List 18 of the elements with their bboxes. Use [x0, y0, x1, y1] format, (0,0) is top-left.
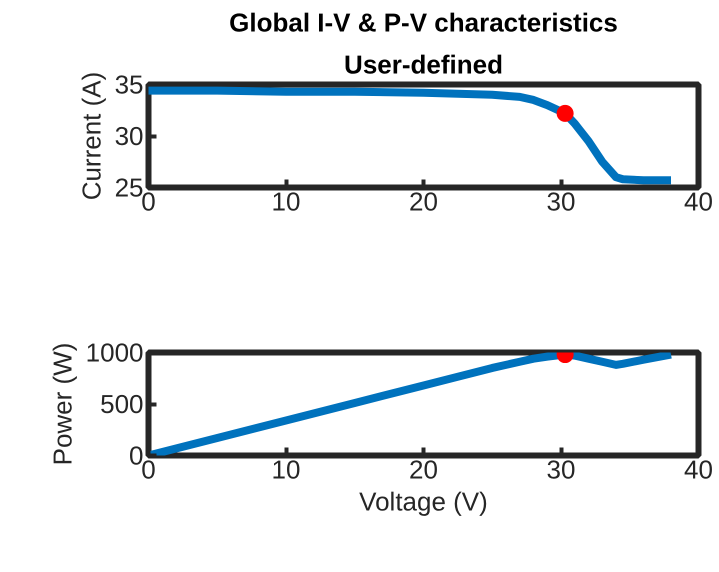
x-tick-label: 40: [684, 186, 713, 216]
y-tick-label: 25: [114, 172, 144, 202]
x-tick-label: 10: [272, 186, 300, 216]
y-axis-title: Current (A): [76, 72, 107, 200]
chart-title: Global I-V & P-V characteristics: [229, 8, 618, 38]
x-tick-label: 30: [546, 454, 576, 484]
y-tick-label: 1000: [86, 338, 144, 368]
x-tick-label: 10: [272, 454, 300, 484]
x-tick-label: 40: [684, 454, 713, 484]
x-axis-title: Voltage (V): [359, 486, 488, 516]
x-tick-label: 30: [546, 186, 576, 216]
y-tick-label: 35: [114, 70, 144, 100]
chart-subtitle: User-defined: [344, 50, 503, 80]
y-tick-label: 30: [114, 121, 144, 151]
y-tick-label: 500: [100, 389, 144, 419]
x-tick-label: 20: [409, 186, 438, 216]
y-axis-title: Power (W): [48, 342, 78, 466]
x-tick-label: 20: [409, 454, 438, 484]
